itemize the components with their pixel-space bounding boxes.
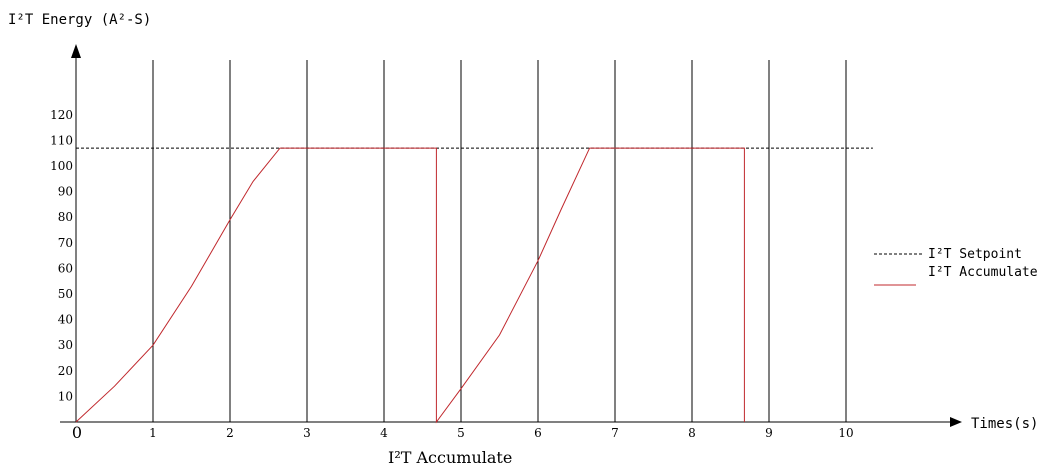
y-axis-title: I²T Energy (A²-S)	[8, 12, 151, 28]
x-axis-title: Times(s)	[971, 416, 1038, 432]
legend: I²T Setpoint I²T Accumulate	[874, 247, 1038, 286]
y-tick-label-80: 80	[58, 210, 73, 224]
y-tick-label-110: 110	[50, 133, 73, 147]
y-tick-label-60: 60	[58, 261, 73, 275]
vertical-grid	[152, 60, 847, 422]
y-axis-arrow	[71, 44, 81, 58]
y-tick-label-10: 10	[58, 389, 73, 403]
y-tick-label-30: 30	[58, 338, 73, 352]
chart-caption: I²T Accumulate	[388, 448, 512, 466]
x-tick-label-10: 10	[838, 426, 853, 440]
y-tick-label-100: 100	[50, 159, 73, 173]
x-axis-arrow	[950, 417, 962, 427]
x-tick-label-9: 9	[765, 426, 773, 440]
x-tick-label-3: 3	[303, 426, 311, 440]
y-tick-labels: 10 20 30 40 50 60 70 80 90 100 110 120	[50, 108, 73, 404]
y-tick-label-70: 70	[58, 236, 73, 250]
y-tick-label-120: 120	[50, 108, 73, 122]
origin-label: 0	[72, 423, 82, 442]
accumulate-line	[75, 147, 745, 424]
legend-label-setpoint: I²T Setpoint	[928, 247, 1022, 262]
series	[75, 147, 873, 424]
x-tick-label-8: 8	[688, 426, 696, 440]
x-tick-label-7: 7	[611, 426, 619, 440]
y-tick-label-40: 40	[58, 313, 73, 327]
x-tick-label-6: 6	[534, 426, 542, 440]
x-tick-labels: 1 2 3 4 5 6 7 8 9 10	[149, 426, 853, 440]
x-tick-label-4: 4	[380, 426, 388, 440]
y-tick-label-90: 90	[58, 185, 73, 199]
x-tick-label-2: 2	[226, 426, 234, 440]
x-tick-label-1: 1	[149, 426, 157, 440]
legend-label-accumulate: I²T Accumulate	[928, 265, 1038, 280]
x-tick-label-5: 5	[457, 426, 465, 440]
y-tick-label-20: 20	[58, 364, 73, 378]
y-tick-label-50: 50	[58, 287, 73, 301]
